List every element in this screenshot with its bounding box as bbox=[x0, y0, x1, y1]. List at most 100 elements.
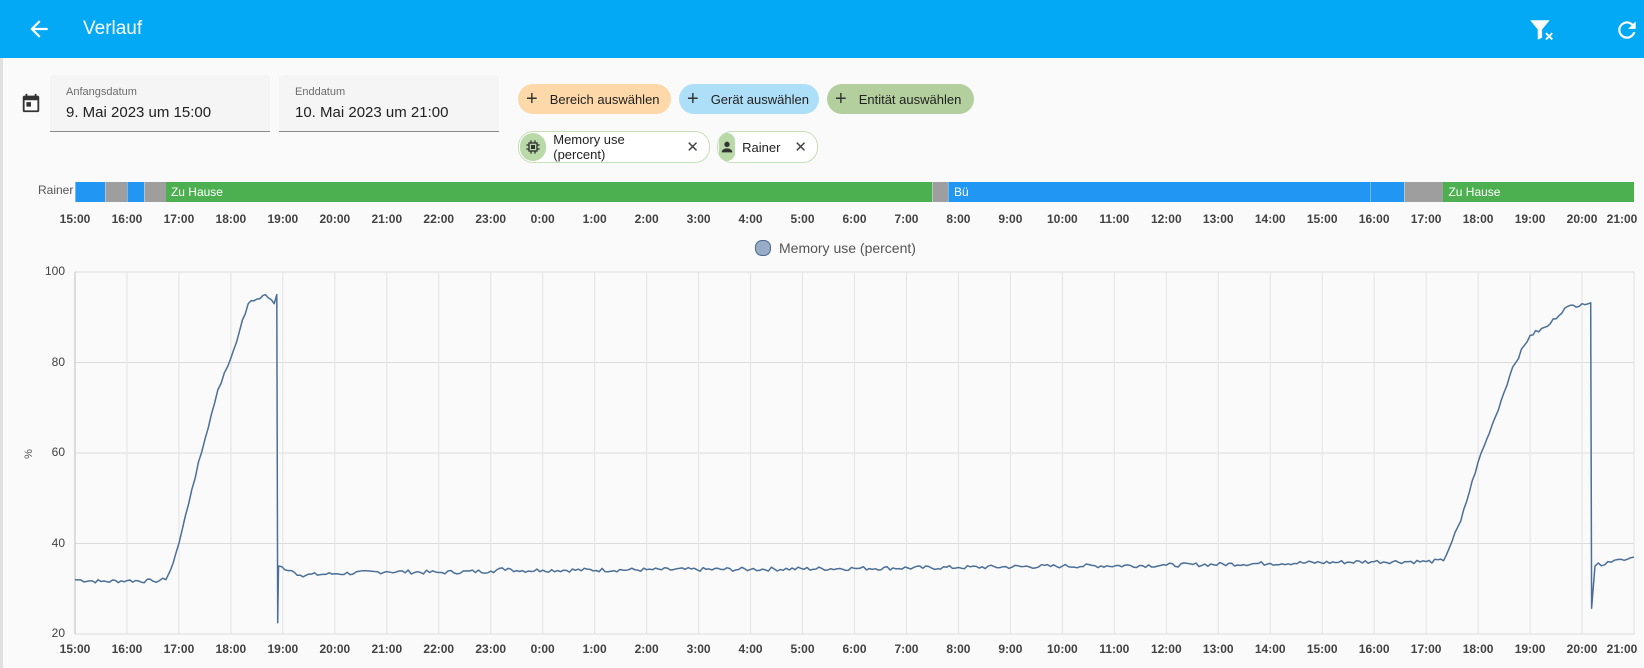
time-tick-label: 15:00 bbox=[1306, 642, 1338, 656]
chart-legend-item[interactable]: Memory use (percent) bbox=[755, 240, 916, 256]
time-tick-label: 11:00 bbox=[1099, 642, 1130, 656]
filter-remove-icon[interactable] bbox=[1528, 17, 1554, 43]
time-tick-label: 20:00 bbox=[1566, 212, 1598, 226]
time-tick-label: 21:00 bbox=[371, 212, 403, 226]
selected-target-label: Rainer bbox=[742, 139, 781, 155]
time-tick-label: 15:00 bbox=[59, 642, 91, 656]
time-tick-label: 18:00 bbox=[215, 212, 247, 226]
time-tick-label: 19:00 bbox=[1514, 212, 1546, 226]
plus-icon: + bbox=[687, 88, 699, 110]
person-icon bbox=[721, 141, 733, 153]
timeline-segment-away[interactable] bbox=[1369, 182, 1406, 202]
time-tick-label: 15:00 bbox=[1306, 212, 1338, 226]
time-tick-label: 17:00 bbox=[163, 642, 195, 656]
time-tick-label: 21:00 bbox=[1606, 642, 1638, 656]
time-tick-label: 10:00 bbox=[1047, 642, 1078, 656]
selected-target-memory: Memory use (percent) ✕ bbox=[518, 131, 710, 163]
state-timeline[interactable]: Zu Hause Bü Zu Hause bbox=[75, 182, 1634, 202]
time-tick-label: 11:00 bbox=[1099, 212, 1130, 226]
time-tick-label: 17:00 bbox=[1410, 642, 1442, 656]
timeline-segment-home[interactable]: Zu Hause bbox=[1443, 182, 1634, 202]
time-tick-label: 13:00 bbox=[1202, 212, 1234, 226]
time-tick-label: 8:00 bbox=[946, 642, 971, 656]
time-tick-label: 7:00 bbox=[894, 642, 919, 656]
time-tick-label: 19:00 bbox=[1514, 642, 1546, 656]
time-tick-label: 16:00 bbox=[1358, 642, 1390, 656]
time-tick-label: 23:00 bbox=[475, 212, 507, 226]
timeline-segment-away[interactable] bbox=[75, 182, 107, 202]
chip-avatar bbox=[719, 133, 736, 161]
time-tick-label: 3:00 bbox=[686, 642, 711, 656]
time-tick-label: 7:00 bbox=[894, 212, 919, 226]
y-tick-label: 20 bbox=[51, 626, 65, 640]
time-tick-label: 16:00 bbox=[1358, 212, 1390, 226]
time-tick-label: 10:00 bbox=[1047, 212, 1078, 226]
add-entity-label: Entität auswählen bbox=[858, 91, 962, 107]
plus-icon: + bbox=[835, 88, 847, 110]
start-date-label: Anfangsdatum bbox=[66, 86, 137, 98]
time-tick-label: 4:00 bbox=[738, 212, 763, 226]
time-tick-label: 21:00 bbox=[371, 642, 403, 656]
end-date-field[interactable]: Enddatum 10. Mai 2023 um 21:00 bbox=[279, 75, 499, 132]
time-tick-label: 6:00 bbox=[842, 642, 867, 656]
calendar-icon bbox=[22, 93, 40, 113]
timeline-entity-label: Rainer bbox=[38, 183, 74, 197]
timeline-segment-unknown[interactable] bbox=[144, 182, 167, 202]
add-area-button[interactable]: + Bereich auswählen bbox=[518, 84, 671, 114]
time-tick-label: 16:00 bbox=[111, 642, 143, 656]
remove-target-icon[interactable]: ✕ bbox=[686, 139, 699, 156]
end-date-value: 10. Mai 2023 um 21:00 bbox=[295, 104, 449, 121]
time-tick-label: 8:00 bbox=[946, 212, 971, 226]
remove-target-icon[interactable]: ✕ bbox=[794, 139, 807, 156]
window-edge bbox=[0, 0, 3, 668]
time-tick-label: 18:00 bbox=[1462, 212, 1494, 226]
timeline-segment-home[interactable]: Zu Hause bbox=[165, 182, 933, 202]
start-date-field[interactable]: Anfangsdatum 9. Mai 2023 um 15:00 bbox=[50, 75, 270, 132]
y-tick-label: 60 bbox=[51, 445, 65, 459]
time-tick-label: 0:00 bbox=[530, 642, 555, 656]
time-tick-label: 14:00 bbox=[1254, 642, 1286, 656]
timeline-segment-away[interactable] bbox=[126, 182, 146, 202]
time-tick-label: 14:00 bbox=[1254, 212, 1286, 226]
time-tick-label: 20:00 bbox=[319, 642, 351, 656]
series-memory-use-line bbox=[74, 293, 1635, 624]
timeline-segment-unknown[interactable] bbox=[105, 182, 128, 202]
time-tick-label: 17:00 bbox=[1410, 212, 1442, 226]
legend-label: Memory use (percent) bbox=[779, 240, 916, 256]
timeline-segment-away[interactable]: Bü bbox=[948, 182, 1370, 202]
back-arrow-icon[interactable] bbox=[26, 16, 52, 42]
add-device-label: Gerät auswählen bbox=[710, 91, 809, 107]
time-tick-label: 1:00 bbox=[582, 642, 607, 656]
time-tick-label: 18:00 bbox=[1462, 642, 1494, 656]
time-tick-label: 21:00 bbox=[1606, 212, 1638, 226]
start-date-value: 9. Mai 2023 um 15:00 bbox=[66, 104, 212, 121]
time-tick-label: 20:00 bbox=[1566, 642, 1598, 656]
timeline-segment-unknown[interactable] bbox=[932, 182, 950, 202]
time-tick-label: 23:00 bbox=[475, 642, 507, 656]
time-tick-label: 1:00 bbox=[582, 212, 607, 226]
chip-avatar bbox=[520, 133, 547, 161]
selected-target-rainer: Rainer ✕ bbox=[717, 131, 818, 163]
time-tick-label: 16:00 bbox=[111, 212, 143, 226]
timeline-segment-unknown[interactable] bbox=[1404, 182, 1445, 202]
time-tick-label: 0:00 bbox=[530, 212, 555, 226]
time-tick-label: 18:00 bbox=[215, 642, 247, 656]
y-tick-label: 80 bbox=[51, 354, 65, 369]
time-tick-label: 9:00 bbox=[998, 212, 1023, 226]
time-tick-label: 6:00 bbox=[842, 212, 867, 226]
add-area-label: Bereich auswählen bbox=[549, 91, 660, 107]
time-tick-label: 2:00 bbox=[634, 642, 659, 656]
time-tick-label: 12:00 bbox=[1150, 212, 1182, 226]
add-device-button[interactable]: + Gerät auswählen bbox=[679, 84, 819, 114]
plus-icon: + bbox=[526, 88, 538, 110]
chip-icon bbox=[526, 140, 540, 154]
time-tick-label: 13:00 bbox=[1202, 642, 1234, 656]
time-tick-label: 12:00 bbox=[1150, 642, 1182, 656]
y-tick-label: 40 bbox=[51, 535, 65, 550]
time-tick-label: 19:00 bbox=[267, 642, 299, 656]
time-tick-label: 3:00 bbox=[686, 212, 711, 226]
add-entity-button[interactable]: + Entität auswählen bbox=[827, 84, 974, 114]
time-tick-label: 5:00 bbox=[790, 212, 815, 226]
time-tick-label: 15:00 bbox=[59, 212, 91, 226]
